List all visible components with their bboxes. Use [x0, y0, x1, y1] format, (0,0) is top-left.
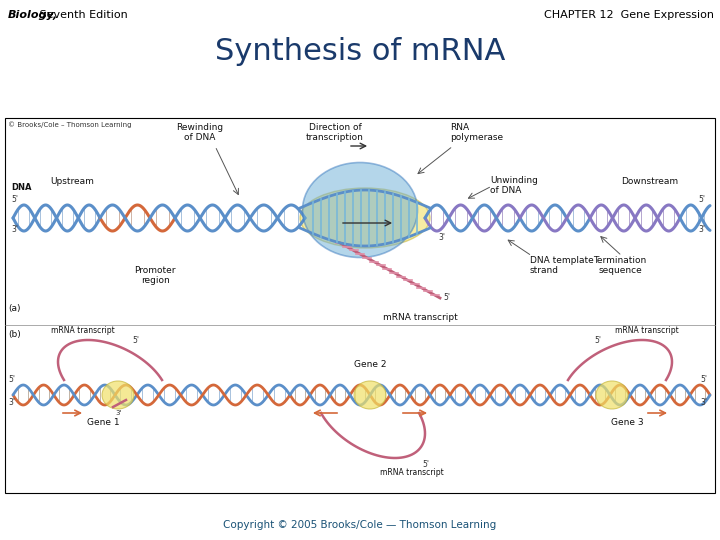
Text: 5': 5': [422, 460, 429, 469]
Text: 3': 3': [698, 225, 705, 234]
Text: mRNA transcript: mRNA transcript: [380, 468, 444, 477]
Text: DNA: DNA: [11, 183, 32, 192]
Text: 5': 5': [700, 375, 707, 384]
Text: Downstream: Downstream: [621, 177, 678, 186]
Text: Gene 2: Gene 2: [354, 360, 386, 369]
Text: © Brooks/Cole – Thomson Learning: © Brooks/Cole – Thomson Learning: [8, 121, 132, 127]
Text: RNA
polymerase: RNA polymerase: [450, 123, 503, 143]
Text: mRNA transcript: mRNA transcript: [51, 326, 115, 335]
Text: 5': 5': [8, 375, 15, 384]
Text: 3': 3': [8, 398, 15, 407]
Text: Gene 3: Gene 3: [611, 418, 643, 427]
Ellipse shape: [300, 188, 430, 248]
Text: 5': 5': [594, 336, 601, 345]
Bar: [5, 118, 715, 493]
Text: 5': 5': [11, 195, 18, 204]
Ellipse shape: [596, 381, 628, 409]
Text: Biology,: Biology,: [8, 10, 58, 20]
Ellipse shape: [102, 381, 134, 409]
Ellipse shape: [354, 381, 386, 409]
Text: mRNA transcript: mRNA transcript: [382, 313, 457, 322]
Text: Direction of
transcription: Direction of transcription: [306, 123, 364, 143]
Text: Promoter
region: Promoter region: [134, 266, 176, 286]
Text: 3': 3': [115, 410, 122, 416]
Text: Rewinding
of DNA: Rewinding of DNA: [176, 123, 224, 143]
Text: CHAPTER 12  Gene Expression: CHAPTER 12 Gene Expression: [544, 10, 714, 20]
Text: Termination
sequence: Termination sequence: [593, 256, 647, 275]
Text: mRNA transcript: mRNA transcript: [615, 326, 679, 335]
Text: 5': 5': [132, 336, 139, 345]
Text: Synthesis of mRNA: Synthesis of mRNA: [215, 37, 505, 66]
Text: Copyright © 2005 Brooks/Cole — Thomson Learning: Copyright © 2005 Brooks/Cole — Thomson L…: [223, 520, 497, 530]
Text: Seventh Edition: Seventh Edition: [36, 10, 127, 20]
Text: 5': 5': [443, 293, 450, 302]
Text: Upstream: Upstream: [50, 177, 94, 186]
Ellipse shape: [302, 163, 418, 258]
Text: (b): (b): [8, 330, 21, 339]
Text: 5': 5': [698, 195, 705, 204]
Text: 3': 3': [11, 225, 18, 234]
Text: DNA template
strand: DNA template strand: [530, 256, 594, 275]
Text: 3': 3': [700, 398, 707, 407]
Text: Gene 1: Gene 1: [86, 418, 120, 427]
Text: 3': 3': [438, 233, 445, 242]
Text: Unwinding
of DNA: Unwinding of DNA: [490, 176, 538, 195]
Text: (a): (a): [8, 304, 20, 313]
